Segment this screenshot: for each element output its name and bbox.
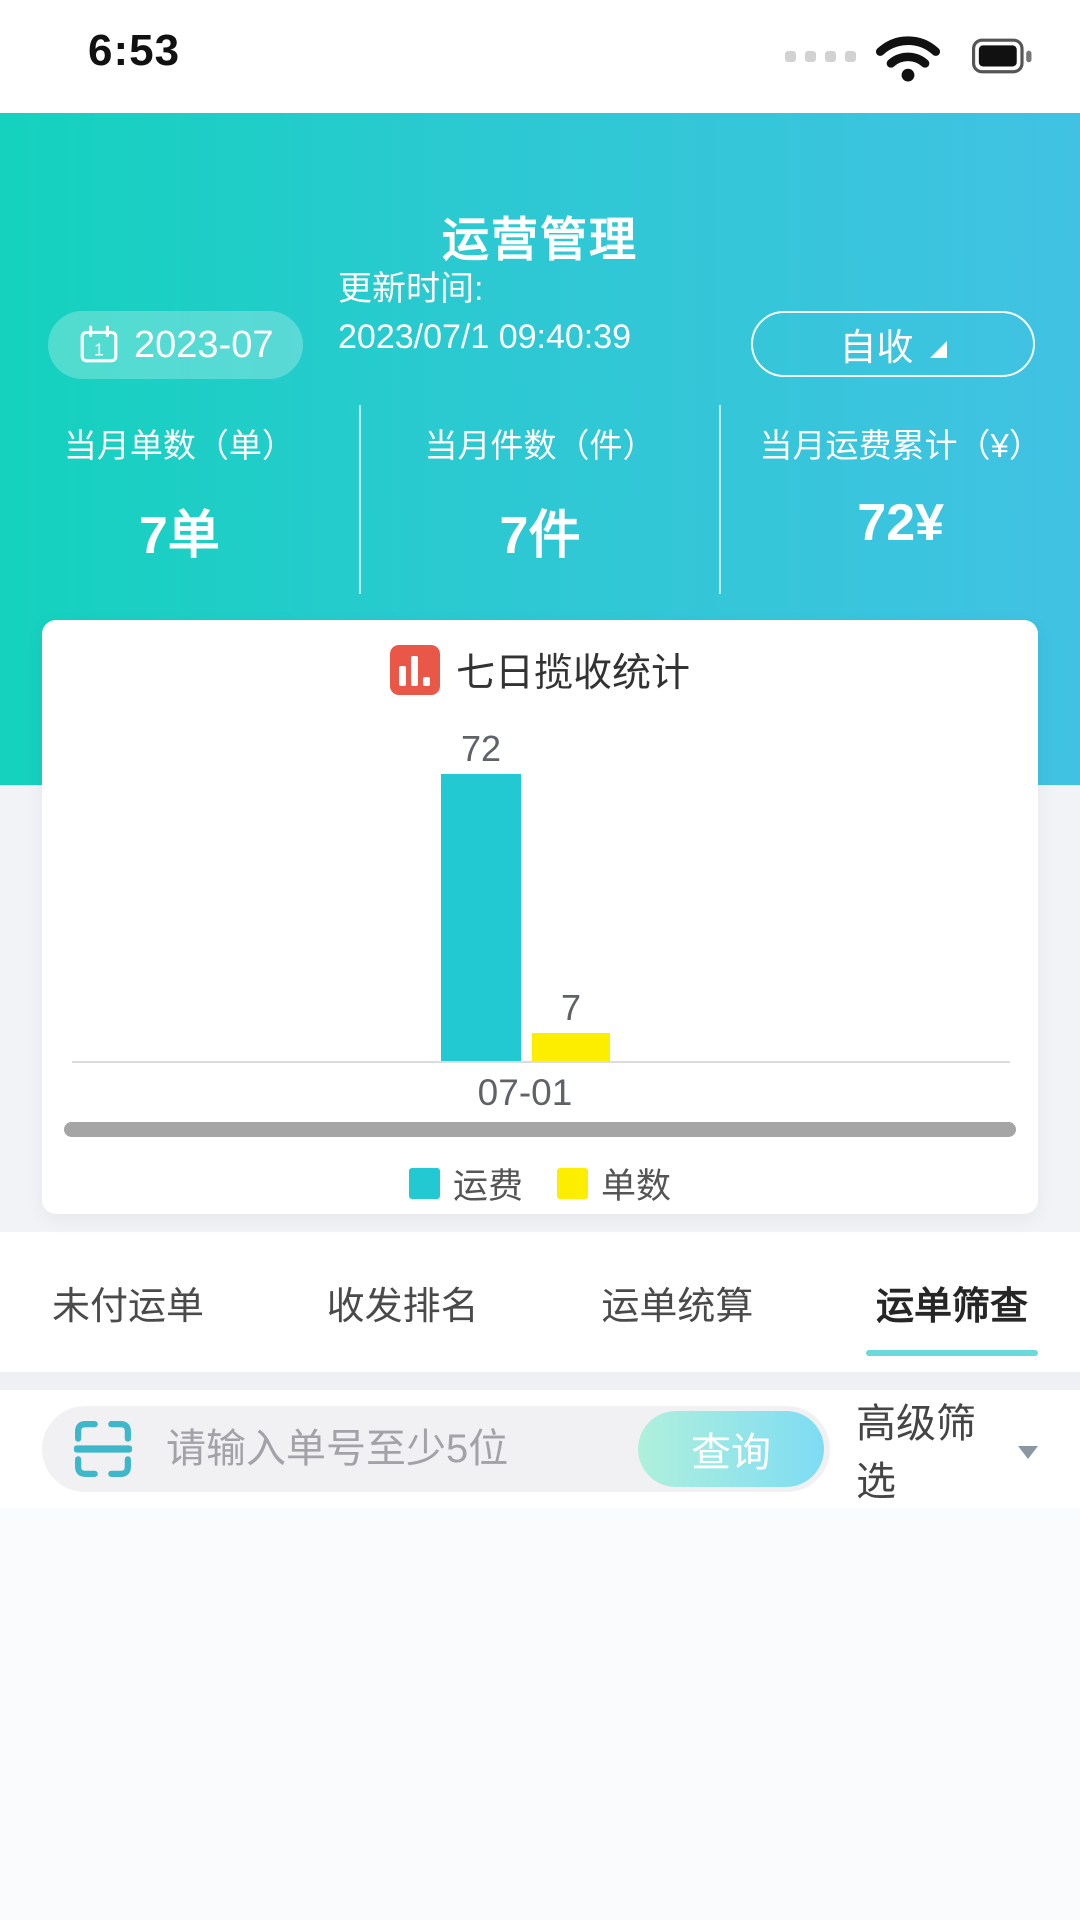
stat-value: 7件 [499, 507, 581, 565]
update-time-value: 2023/07/1 09:40:39 [338, 318, 632, 356]
filter-caret-icon [1018, 1445, 1038, 1459]
scan-barcode-icon[interactable] [74, 1420, 132, 1478]
mode-dropdown-label: 自收 [839, 327, 914, 368]
stat-monthly-freight: 当月运费累计（¥） 72¥ [721, 405, 1080, 594]
status-icons [785, 0, 1044, 113]
waybill-number-input[interactable] [166, 1426, 638, 1472]
orders-bar-value: 7 [560, 987, 582, 1028]
empty-results-area [0, 1508, 1080, 1920]
signal-strength-icon [785, 51, 856, 62]
search-input-container: 查询 [42, 1406, 830, 1492]
status-time: 6:53 [88, 26, 181, 75]
svg-text:1: 1 [94, 340, 104, 360]
chart-title-row: 七日揽收统计 [42, 642, 1038, 698]
freight-legend-label: 运费 [452, 1167, 523, 1206]
page-title: 运营管理 [442, 213, 638, 266]
tab-waybill-screening[interactable]: 运单筛查 [865, 1265, 1039, 1356]
bar-group: 72 7 [441, 620, 610, 1061]
update-time-label: 更新时间: [338, 270, 484, 308]
freight-bar-value: 72 [460, 728, 502, 769]
stat-value: 72¥ [857, 494, 945, 552]
chart-horizontal-scrollbar[interactable] [64, 1122, 1016, 1137]
x-axis-tick-label: 07-01 [477, 1072, 573, 1113]
freight-legend-swatch [408, 1168, 440, 1199]
orders-bar [532, 1033, 610, 1061]
bar-chart-icon [389, 645, 440, 695]
monthly-stats-row: 当月单数（单） 7单 当月件数（件） 7件 当月运费累计（¥） 72¥ [0, 405, 1080, 594]
waybill-tabs: 未付运单 收发排名 运单统算 运单筛查 [0, 1232, 1080, 1372]
tab-unpaid-waybills[interactable]: 未付运单 [52, 1285, 205, 1328]
legend-item-freight[interactable]: 运费 [408, 1158, 523, 1209]
stat-label: 当月运费累计（¥） [759, 427, 1042, 464]
month-picker-button[interactable]: 1 2023-07 [48, 311, 304, 379]
mode-dropdown-button[interactable]: 自收 [751, 311, 1035, 377]
orders-legend-label: 单数 [601, 1167, 672, 1206]
battery-icon [972, 38, 1032, 73]
legend-item-orders[interactable]: 单数 [557, 1158, 671, 1209]
stat-monthly-orders: 当月单数（单） 7单 [0, 405, 361, 594]
stat-label: 当月单数（单） [63, 427, 295, 464]
chart-title: 七日揽收统计 [455, 652, 690, 695]
chart-legend: 运费 单数 [42, 1158, 1038, 1209]
query-button[interactable]: 查询 [638, 1411, 824, 1487]
update-time-block: 更新时间: 2023/07/1 09:40:39 [338, 265, 631, 361]
stat-monthly-pieces: 当月件数（件） 7件 [361, 405, 722, 594]
waybill-search-section: 查询 高级筛选 [0, 1390, 1080, 1508]
x-axis-line [72, 1061, 1010, 1063]
stat-label: 当月件数（件） [424, 427, 656, 464]
orders-bar-column: 7 [532, 987, 610, 1061]
month-picker-value: 2023-07 [134, 323, 274, 366]
advanced-filter-dropdown[interactable]: 高级筛选 [856, 1391, 1038, 1507]
freight-bar [441, 774, 521, 1061]
orders-legend-swatch [557, 1168, 588, 1199]
freight-bar-column: 72 [441, 728, 521, 1061]
section-divider [0, 1372, 1080, 1390]
calendar-icon: 1 [80, 325, 118, 363]
dropdown-caret-icon [929, 340, 947, 358]
wifi-icon [876, 35, 940, 82]
tab-waybill-statistics[interactable]: 运单统算 [601, 1285, 754, 1328]
tab-send-receive-ranking[interactable]: 收发排名 [326, 1285, 479, 1328]
stat-value: 7单 [138, 507, 220, 565]
status-bar: 6:53 [0, 0, 1080, 113]
seven-day-pickup-chart-card: 七日揽收统计 72 7 07-01 运费 单数 [42, 620, 1038, 1214]
advanced-filter-label: 高级筛选 [856, 1402, 976, 1504]
